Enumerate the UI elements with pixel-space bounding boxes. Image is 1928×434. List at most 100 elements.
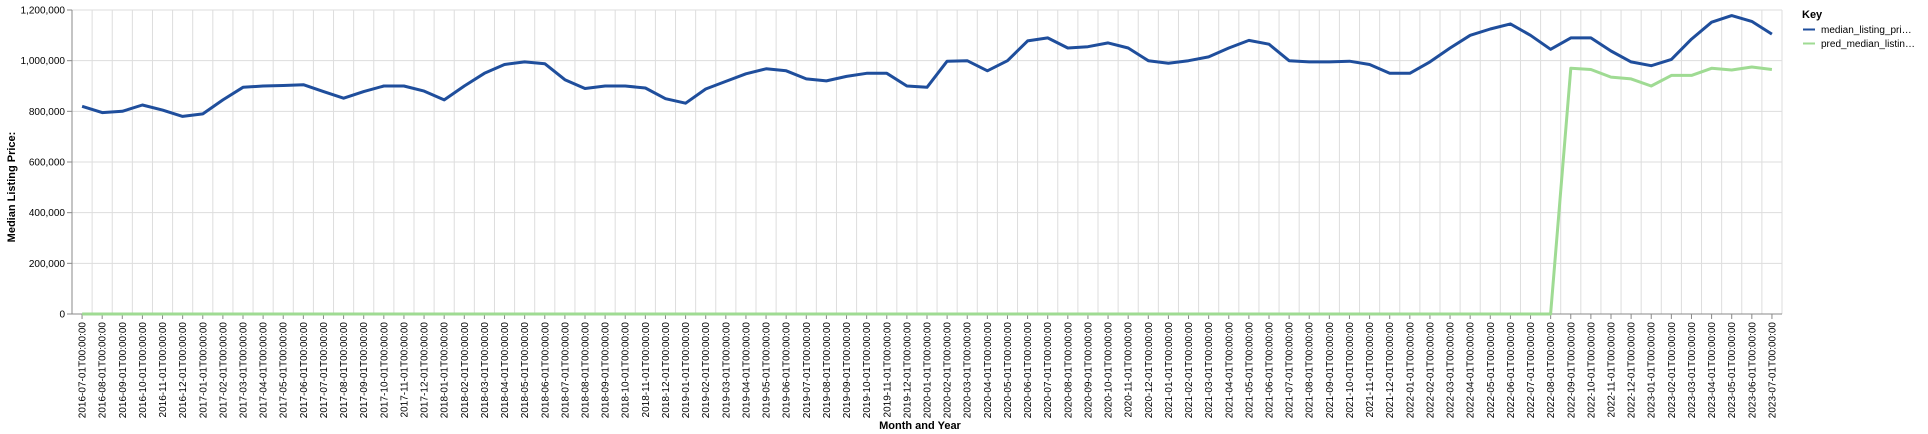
series-line-1 [81, 14, 1773, 118]
x-tick-label: 2020-01-01T00:00:00 [923, 322, 934, 419]
x-tick-label: 2018-11-01T00:00:00 [641, 322, 652, 418]
x-tick-label: 2016-09-01T00:00:00 [118, 322, 129, 419]
x-tick-label: 2019-03-01T00:00:00 [721, 322, 732, 419]
x-tick-label: 2019-04-01T00:00:00 [741, 322, 752, 419]
series-line-2 [82, 65, 1773, 316]
x-tick-label: 2016-11-01T00:00:00 [158, 322, 169, 418]
y-tick-label: 600,000 [29, 158, 66, 169]
x-tick-label: 2020-12-01T00:00:00 [1144, 322, 1155, 419]
x-tick-label: 2018-08-01T00:00:00 [581, 322, 592, 419]
y-tick-label: 1,200,000 [21, 6, 66, 17]
y-axis-title: Median Listing Price: [6, 132, 18, 243]
x-tick-label: 2017-03-01T00:00:00 [239, 322, 250, 419]
x-tick-label: 2022-01-01T00:00:00 [1405, 322, 1416, 419]
x-tick-label: 2023-02-01T00:00:00 [1667, 322, 1678, 419]
x-tick-label: 2019-12-01T00:00:00 [902, 322, 913, 419]
x-tick-label: 2020-09-01T00:00:00 [1083, 322, 1094, 419]
x-tick-label: 2023-06-01T00:00:00 [1747, 322, 1758, 419]
x-tick-label: 2018-01-01T00:00:00 [440, 322, 451, 419]
x-tick-label: 2021-03-01T00:00:00 [1204, 322, 1215, 419]
x-tick-label: 2021-06-01T00:00:00 [1265, 322, 1276, 419]
x-tick-label: 2021-10-01T00:00:00 [1345, 322, 1356, 419]
x-tick-label: 2022-10-01T00:00:00 [1586, 322, 1597, 419]
x-tick-label: 2018-12-01T00:00:00 [661, 322, 672, 419]
x-tick-label: 2017-09-01T00:00:00 [359, 322, 370, 419]
x-tick-label: 2023-04-01T00:00:00 [1707, 322, 1718, 419]
x-tick-label: 2023-05-01T00:00:00 [1727, 322, 1738, 419]
x-tick-label: 2022-07-01T00:00:00 [1526, 322, 1537, 419]
x-tick-label: 2021-08-01T00:00:00 [1305, 322, 1316, 419]
x-tick-label: 2020-06-01T00:00:00 [1023, 322, 1034, 419]
y-tick-label: 1,000,000 [21, 56, 66, 67]
x-tick-label: 2020-07-01T00:00:00 [1043, 322, 1054, 419]
x-axis-title: Month and Year [879, 420, 961, 432]
x-tick-label: 2023-01-01T00:00:00 [1647, 322, 1658, 419]
legend: Key median_listing_pri… pred_median_listi… [1802, 9, 1915, 50]
x-tick-label: 2019-01-01T00:00:00 [681, 322, 692, 419]
legend-label: pred_median_listin… [1821, 39, 1915, 50]
x-tick-label: 2021-05-01T00:00:00 [1244, 322, 1255, 419]
x-tick-label: 2020-02-01T00:00:00 [943, 322, 954, 419]
x-tick-label: 2023-03-01T00:00:00 [1687, 322, 1698, 419]
x-tick-label: 2017-02-01T00:00:00 [218, 322, 229, 419]
x-tick-label: 2022-11-01T00:00:00 [1607, 322, 1618, 418]
y-axis: 0 200,000 400,000 600,000 800,000 1,000,000 1,… [21, 6, 73, 321]
x-tick-label: 2022-02-01T00:00:00 [1425, 322, 1436, 419]
x-axis: 2016-07-01T00:00:00 2016-08-01T00:00:00 20… [72, 313, 1782, 419]
x-tick-label: 2017-08-01T00:00:00 [339, 322, 350, 419]
x-tick-label: 2016-08-01T00:00:00 [98, 322, 109, 419]
x-tick-label: 2020-04-01T00:00:00 [983, 322, 994, 419]
legend-label: median_listing_pri… [1821, 25, 1912, 36]
x-tick-label: 2020-03-01T00:00:00 [963, 322, 974, 419]
x-tick-label: 2021-01-01T00:00:00 [1164, 322, 1175, 419]
x-tick-label: 2017-11-01T00:00:00 [399, 322, 410, 418]
x-tick-label: 2018-10-01T00:00:00 [621, 322, 632, 419]
x-tick-label: 2021-02-01T00:00:00 [1184, 322, 1195, 419]
x-tick-label: 2022-04-01T00:00:00 [1466, 322, 1477, 419]
x-tick-label: 2019-06-01T00:00:00 [782, 322, 793, 419]
x-tick-label: 2016-12-01T00:00:00 [178, 322, 189, 419]
x-tick-label: 2022-09-01T00:00:00 [1566, 322, 1577, 419]
legend-title: Key [1802, 9, 1823, 21]
x-tick-label: 2017-05-01T00:00:00 [279, 322, 290, 419]
x-tick-label: 2020-05-01T00:00:00 [1003, 322, 1014, 419]
x-tick-label: 2021-07-01T00:00:00 [1285, 322, 1296, 419]
y-tick-label: 0 [59, 310, 65, 321]
gridlines [71, 9, 1783, 315]
x-tick-label: 2017-12-01T00:00:00 [420, 322, 431, 419]
x-tick-label: 2020-10-01T00:00:00 [1104, 322, 1115, 419]
x-tick-label: 2021-11-01T00:00:00 [1365, 322, 1376, 418]
y-tick-label: 200,000 [29, 259, 66, 270]
x-tick-label: 2017-07-01T00:00:00 [319, 322, 330, 419]
y-tick-label: 800,000 [29, 107, 66, 118]
x-tick-label: 2019-05-01T00:00:00 [762, 322, 773, 419]
x-tick-label: 2022-08-01T00:00:00 [1546, 322, 1557, 419]
x-tick-label: 2018-07-01T00:00:00 [560, 322, 571, 419]
x-tick-label: 2019-09-01T00:00:00 [842, 322, 853, 419]
x-tick-label: 2018-02-01T00:00:00 [460, 322, 471, 419]
x-tick-label: 2019-11-01T00:00:00 [882, 322, 893, 418]
x-tick-label: 2018-04-01T00:00:00 [500, 322, 511, 419]
x-tick-label: 2020-11-01T00:00:00 [1124, 322, 1135, 418]
x-tick-label: 2019-10-01T00:00:00 [862, 322, 873, 419]
x-tick-label: 2021-12-01T00:00:00 [1385, 322, 1396, 419]
x-tick-label: 2018-03-01T00:00:00 [480, 322, 491, 419]
x-tick-label: 2017-04-01T00:00:00 [259, 322, 270, 419]
x-tick-label: 2022-06-01T00:00:00 [1506, 322, 1517, 419]
x-tick-label: 2020-08-01T00:00:00 [1063, 322, 1074, 419]
x-tick-label: 2022-05-01T00:00:00 [1486, 322, 1497, 419]
x-tick-label: 2021-09-01T00:00:00 [1325, 322, 1336, 419]
x-tick-label: 2022-03-01T00:00:00 [1446, 322, 1457, 419]
x-tick-label: 2022-12-01T00:00:00 [1627, 322, 1638, 419]
x-tick-label: 2019-02-01T00:00:00 [701, 322, 712, 419]
x-tick-label: 2017-10-01T00:00:00 [379, 322, 390, 419]
x-tick-label: 2018-06-01T00:00:00 [540, 322, 551, 419]
y-tick-label: 400,000 [29, 208, 66, 219]
x-tick-label: 2018-05-01T00:00:00 [520, 322, 531, 419]
x-tick-label: 2021-04-01T00:00:00 [1224, 322, 1235, 419]
x-tick-label: 2016-07-01T00:00:00 [78, 322, 89, 419]
x-tick-label: 2023-07-01T00:00:00 [1767, 322, 1778, 419]
x-tick-label: 2017-06-01T00:00:00 [299, 322, 310, 419]
x-tick-label: 2016-10-01T00:00:00 [138, 322, 149, 419]
